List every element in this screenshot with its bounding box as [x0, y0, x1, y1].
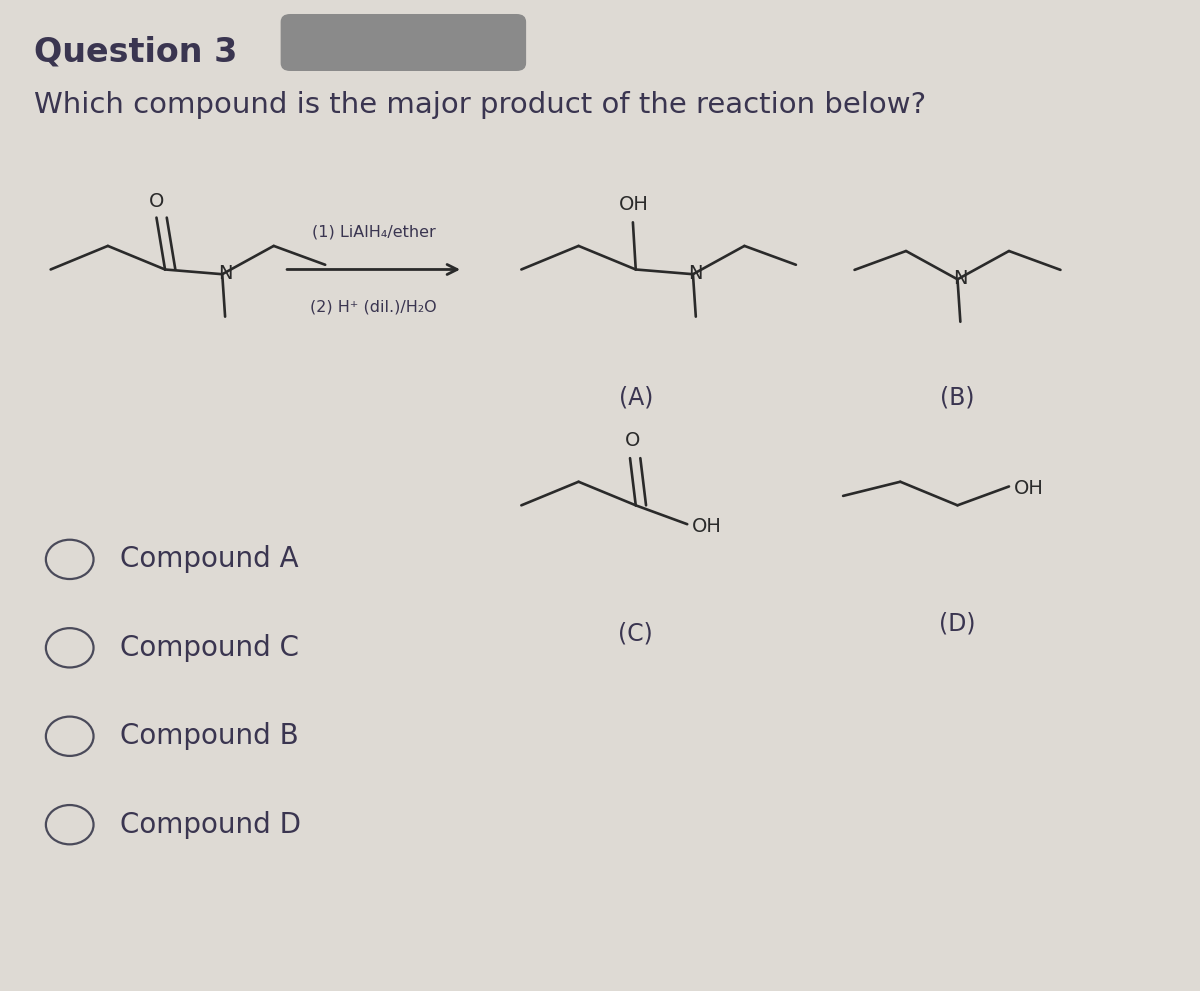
Text: Compound A: Compound A	[120, 545, 299, 574]
Text: Which compound is the major product of the reaction below?: Which compound is the major product of t…	[34, 90, 926, 119]
Text: O: O	[149, 191, 164, 211]
Text: N: N	[689, 264, 703, 282]
Text: OH: OH	[1014, 480, 1044, 498]
Text: (C): (C)	[618, 621, 653, 645]
Text: Question 3: Question 3	[34, 36, 238, 68]
Text: OH: OH	[619, 195, 649, 214]
Text: (A): (A)	[618, 385, 653, 409]
Text: (D): (D)	[940, 611, 976, 635]
FancyBboxPatch shape	[281, 14, 526, 71]
Text: Compound B: Compound B	[120, 722, 299, 750]
Text: (B): (B)	[941, 385, 974, 409]
Text: Compound C: Compound C	[120, 634, 299, 662]
Text: N: N	[218, 264, 233, 282]
Text: O: O	[625, 431, 641, 450]
Text: (1) LiAlH₄/ether: (1) LiAlH₄/ether	[312, 225, 436, 240]
Text: OH: OH	[692, 517, 722, 536]
Text: Compound D: Compound D	[120, 811, 301, 838]
Text: (2) H⁺ (dil.)/H₂O: (2) H⁺ (dil.)/H₂O	[311, 299, 437, 314]
Text: N: N	[953, 269, 967, 287]
